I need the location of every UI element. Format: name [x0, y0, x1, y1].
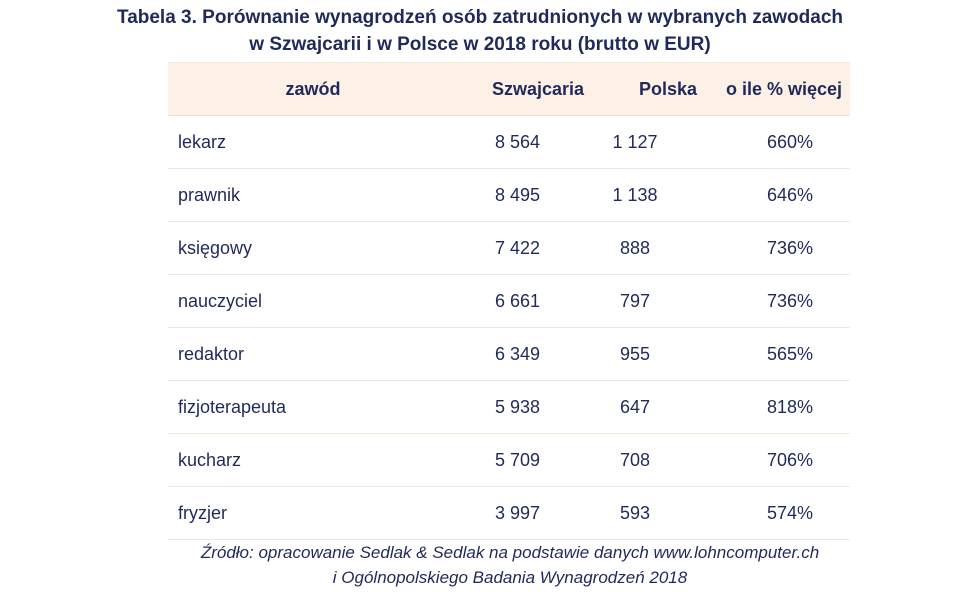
title-line-2: w Szwajcarii i w Polsce w 2018 roku (bru…: [249, 34, 711, 55]
cell-percent-more: 736%: [766, 290, 814, 311]
header-occupation: zawód: [285, 78, 341, 99]
cell-switzerland: 5 938: [494, 396, 540, 417]
cell-occupation: fryzjer: [178, 502, 227, 523]
cell-switzerland: 3 997: [494, 502, 540, 523]
cell-poland: 593: [619, 502, 651, 523]
header-switzerland: Szwajcaria: [491, 78, 585, 99]
cell-poland: 1 138: [612, 184, 658, 205]
source-line-2: i Ogólnopolskiego Badania Wynagrodzeń 20…: [332, 568, 688, 587]
cell-poland: 708: [619, 449, 651, 470]
table-row: prawnik 8 495 1 138 646%: [168, 169, 850, 222]
table-title: Tabela 3. Porównanie wynagrodzeń osób za…: [0, 4, 960, 58]
source-line-1: Źródło: opracowanie Sedlak & Sedlak na p…: [200, 543, 820, 562]
cell-switzerland: 8 495: [494, 184, 540, 205]
table-row: kucharz 5 709 708 706%: [168, 434, 850, 487]
cell-occupation: fizjoterapeuta: [178, 396, 287, 417]
table-row: lekarz 8 564 1 127 660%: [168, 116, 850, 169]
table-row: nauczyciel 6 661 797 736%: [168, 275, 850, 328]
cell-percent-more: 565%: [766, 343, 814, 364]
cell-occupation: księgowy: [178, 237, 253, 258]
cell-switzerland: 6 349: [494, 343, 540, 364]
cell-percent-more: 574%: [766, 502, 814, 523]
cell-percent-more: 736%: [766, 237, 814, 258]
cell-poland: 955: [619, 343, 651, 364]
cell-poland: 647: [619, 396, 651, 417]
cell-switzerland: 6 661: [494, 290, 540, 311]
header-poland: Polska: [638, 78, 698, 99]
cell-occupation: lekarz: [178, 131, 227, 152]
cell-occupation: prawnik: [178, 184, 241, 205]
source-note: Źródło: opracowanie Sedlak & Sedlak na p…: [0, 540, 960, 590]
table-row: redaktor 6 349 955 565%: [168, 328, 850, 381]
cell-switzerland: 8 564: [494, 131, 540, 152]
table-row: fryzjer 3 997 593 574%: [168, 487, 850, 540]
cell-occupation: kucharz: [178, 449, 242, 470]
cell-poland: 797: [619, 290, 651, 311]
cell-percent-more: 646%: [766, 184, 814, 205]
cell-occupation: redaktor: [178, 343, 245, 364]
cell-percent-more: 660%: [766, 131, 814, 152]
header-percent-more: o ile % więcej: [725, 78, 843, 99]
table-header: zawód Szwajcaria Polska o ile % więcej: [168, 62, 850, 116]
title-line-1: Tabela 3. Porównanie wynagrodzeń osób za…: [117, 7, 843, 28]
cell-switzerland: 7 422: [494, 237, 540, 258]
cell-poland: 888: [619, 237, 651, 258]
table-row: fizjoterapeuta 5 938 647 818%: [168, 381, 850, 434]
cell-poland: 1 127: [612, 131, 658, 152]
cell-percent-more: 706%: [766, 449, 814, 470]
table-row: księgowy 7 422 888 736%: [168, 222, 850, 275]
cell-switzerland: 5 709: [494, 449, 540, 470]
salary-table: zawód Szwajcaria Polska o ile % więcej l…: [168, 62, 850, 540]
cell-occupation: nauczyciel: [178, 290, 263, 311]
cell-percent-more: 818%: [766, 396, 814, 417]
